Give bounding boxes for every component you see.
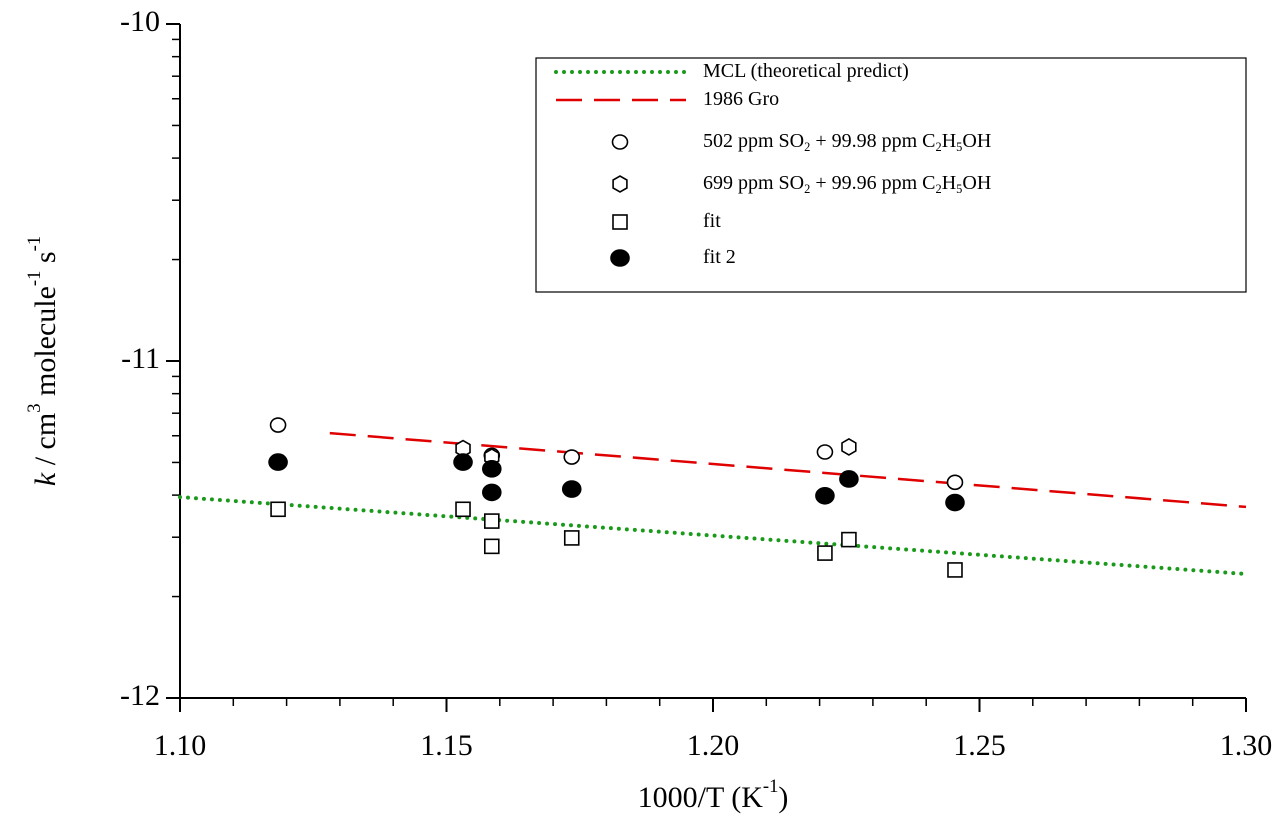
marker [947, 562, 963, 578]
legend-marker [610, 249, 630, 267]
x-tick-label: 1.30 [1220, 729, 1273, 762]
fit-line [329, 431, 1247, 509]
marker [270, 501, 286, 518]
marker [815, 486, 835, 505]
x-tick-label: 1.15 [420, 729, 473, 762]
marker [268, 453, 288, 471]
marker [484, 538, 500, 555]
legend-label: 1986 Gro [703, 88, 779, 110]
legend-label: 699 ppm SO2​ + 99.96 ppm C2​H5​OH [703, 172, 991, 196]
y-tick-label: -11 [121, 342, 160, 375]
marker [563, 449, 581, 465]
x-axis-label: 1000/T (K-1​) [638, 776, 789, 814]
marker [482, 483, 502, 502]
marker [453, 453, 473, 471]
legend-marker [612, 175, 628, 193]
marker [816, 444, 834, 460]
legend-marker [611, 134, 629, 150]
fit-line [178, 495, 1248, 576]
legend-label: fit 2 [703, 246, 736, 268]
marker [269, 417, 287, 433]
marker [945, 493, 965, 512]
y-axis-label: k / cm3​ molecule-1​ s-1​ [24, 236, 62, 486]
marker [817, 545, 833, 561]
marker [561, 480, 582, 498]
marker [563, 530, 580, 546]
marker [946, 474, 964, 491]
y-tick-label: -12 [120, 679, 160, 712]
marker [484, 513, 500, 529]
legend-label: fit [703, 210, 721, 232]
legend-box [535, 57, 1247, 293]
legend-marker [612, 214, 628, 230]
y-tick-label: -10 [120, 5, 160, 38]
marker [839, 470, 859, 488]
marker [455, 501, 471, 518]
legend-label: 502 ppm SO2​ + 99.98 ppm C2​H5​OH [703, 130, 991, 154]
marker [841, 437, 857, 456]
x-tick-label: 1.20 [687, 729, 740, 762]
marker [841, 531, 857, 548]
x-tick-label: 1.10 [154, 729, 207, 762]
legend-label: MCL (theoretical predict) [703, 60, 909, 82]
x-tick-label: 1.25 [953, 729, 1006, 762]
marker [482, 460, 502, 478]
